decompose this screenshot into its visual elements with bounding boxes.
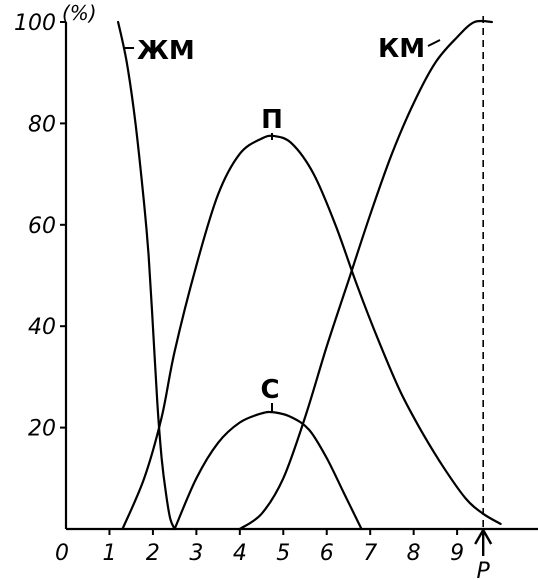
series-label-s: С [260,375,279,405]
axes [64,22,538,531]
series-lines [117,19,502,531]
y-tick-label: 60 [28,214,56,239]
y-axis-unit-label: (%) [62,1,97,25]
x-tick-label: 1 [102,541,116,566]
series-line-p [121,134,502,531]
series-label-zhm: ЖМ [137,36,195,66]
y-tick-label: 40 [28,315,56,340]
series-line-km [238,19,493,531]
series-line-zhm [117,20,176,531]
series-label-p: П [261,105,283,135]
y-tick-label: 80 [28,112,56,137]
x-tick-label: 0 [55,541,69,566]
p-marker-label: P [477,559,491,580]
x-tick-label: 7 [363,541,377,566]
x-tick-label: 9 [450,541,464,566]
series-labels: ЖМ П С КМ [124,34,441,413]
x-tick-label: 8 [407,541,421,566]
x-tick-label: 5 [276,541,290,566]
y-tick-label: 100 [14,11,56,36]
series-label-km: КМ [378,34,425,64]
p-marker: P [474,16,493,580]
p-marker-arrow-icon [474,527,493,545]
km-label-leader [427,39,441,47]
x-tick-label: 3 [189,541,203,566]
x-tick-label: 6 [320,541,334,566]
x-tick-label: 2 [146,541,160,566]
x-tick-label: 4 [233,541,247,566]
x-axis-ticks: 0 1 2 3 4 5 6 7 8 9 [55,529,464,566]
y-tick-label: 20 [28,417,56,442]
y-axis-ticks: 20 40 60 80 100 [14,11,66,442]
series-line-s [173,410,363,531]
